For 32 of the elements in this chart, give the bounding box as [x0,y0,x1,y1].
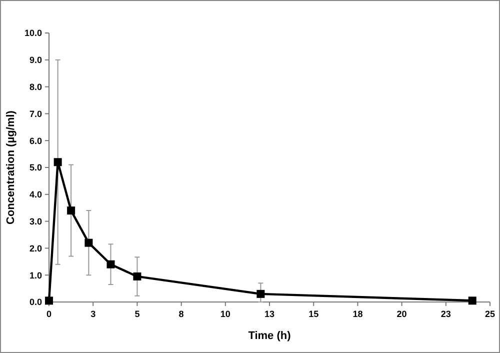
point [45,296,53,305]
point [256,290,265,298]
y-tick-label: 1.0 [29,270,42,280]
x-tick-label: 10 [220,309,230,319]
x-tick-label: 3 [90,309,96,319]
y-tick-label: 2.0 [29,243,42,254]
y-tick-label: 8.0 [29,82,42,92]
x-tick-label: 23 [440,309,451,319]
y-axis-title: Concentration (µg/ml) [5,110,17,224]
y-tick-label: 0.0 [29,297,42,308]
point [54,158,62,166]
y-tick-label: 10.0 [24,28,42,38]
x-tick-label: 20 [396,309,407,319]
point [84,238,93,247]
point [133,272,142,280]
y-tick-label: 6.0 [29,136,42,146]
point [67,206,76,215]
y-tick-label: 9.0 [29,55,42,66]
x-tick-label: 13 [264,309,275,319]
point [106,260,115,268]
y-tick-label: 3.0 [29,216,42,226]
x-tick-label: 15 [308,309,319,319]
x-tick-label: 18 [352,309,363,319]
y-tick-label: 7.0 [29,108,42,119]
x-axis-title: Time (h) [248,330,292,342]
x-tick-label: 5 [134,309,140,319]
y-tick-label: 5.0 [29,162,42,173]
x-tick-label: 25 [484,309,496,319]
x-tick-label: 8 [178,309,184,319]
point [468,296,476,305]
x-tick-label: 0 [46,309,52,319]
y-tick-label: 4.0 [29,190,42,200]
